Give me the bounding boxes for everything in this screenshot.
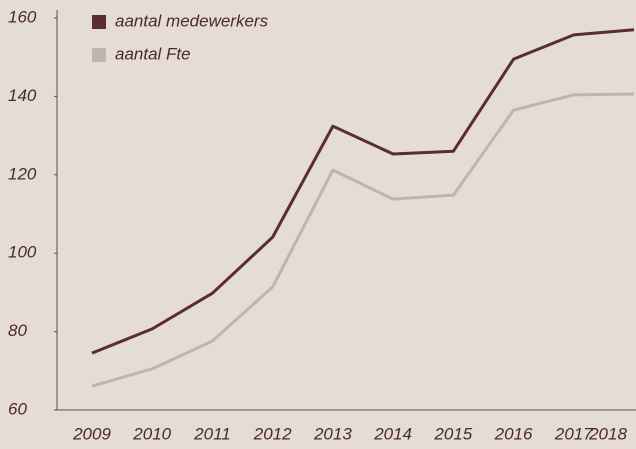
legend-label: aantal medewerkers bbox=[115, 11, 269, 30]
y-tick-label: 140 bbox=[8, 86, 37, 105]
legend-swatch bbox=[92, 15, 106, 29]
x-tick-label: 2012 bbox=[253, 424, 292, 443]
x-tick-label: 2011 bbox=[193, 424, 231, 443]
x-tick-label: 2010 bbox=[132, 424, 171, 443]
x-tick-label: 2017 bbox=[554, 424, 593, 443]
x-tick-label: 2009 bbox=[72, 424, 111, 443]
y-tick-label: 120 bbox=[8, 164, 37, 183]
x-tick-label: 2016 bbox=[494, 424, 533, 443]
series-line bbox=[91, 28, 635, 355]
legend-swatch bbox=[92, 48, 106, 62]
x-tick-label: 2014 bbox=[373, 424, 412, 443]
y-tick-label: 60 bbox=[8, 399, 27, 418]
y-tick-label: 80 bbox=[8, 321, 27, 340]
series-line bbox=[91, 92, 635, 388]
legend-label: aantal Fte bbox=[115, 44, 191, 63]
x-tick-label: 2013 bbox=[313, 424, 352, 443]
y-tick-label: 160 bbox=[8, 7, 37, 26]
y-tick-label: 100 bbox=[8, 243, 37, 262]
x-tick-label: 2015 bbox=[433, 424, 472, 443]
x-tick-label: 2018 bbox=[588, 424, 627, 443]
